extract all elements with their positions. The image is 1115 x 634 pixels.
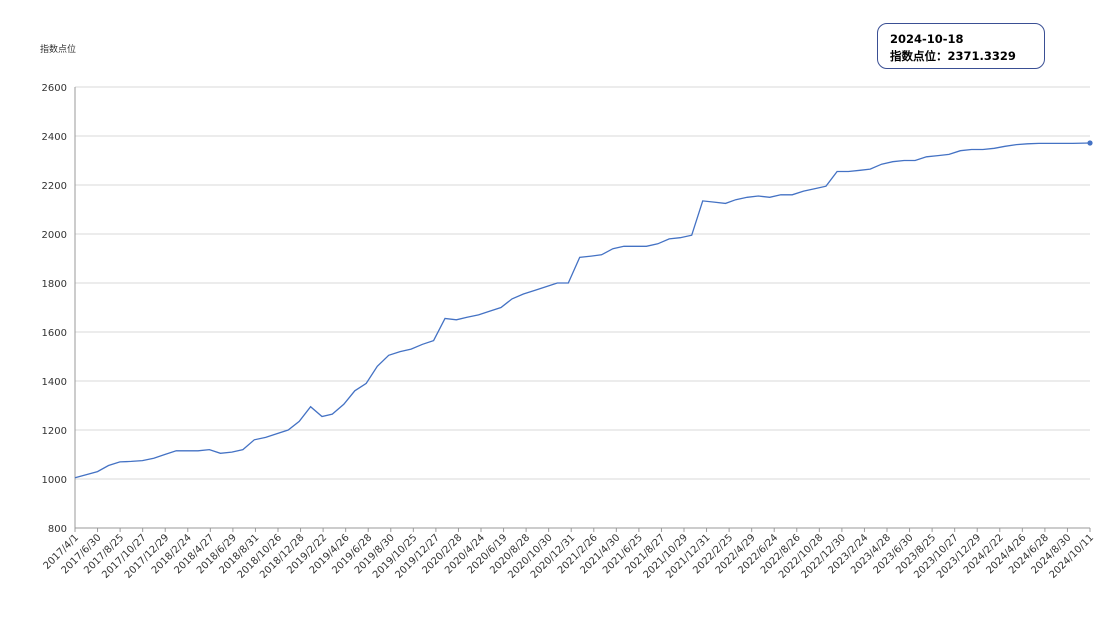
x-axis-ticks: 2017/4/12017/6/302017/8/252017/10/272017… [42,528,1096,581]
y-axis-title: 指数点位 [40,43,76,55]
series-line [74,142,1091,479]
tooltip-value-row: 指数点位：2371.3329 [890,48,1032,65]
y-tick-label: 1800 [42,279,67,290]
y-tick-label: 2000 [42,230,67,241]
tooltip-label: 指数点位： [890,49,948,63]
y-tick-label: 2400 [42,132,67,143]
hover-tooltip: 2024-10-18 指数点位：2371.3329 [877,23,1045,69]
tooltip-value: 2371.3329 [947,49,1016,63]
tooltip-date: 2024-10-18 [890,32,964,46]
y-tick-label: 2600 [42,83,67,94]
gridlines [75,86,1090,480]
y-tick-label: 800 [48,524,67,535]
highlighted-point[interactable] [1087,140,1093,146]
y-tick-label: 1400 [42,377,67,388]
y-tick-label: 1200 [42,426,67,437]
y-axis-ticks: 800 1000 1200 1400 1600 1800 2000 2200 2400 2600 [42,83,67,535]
y-tick-label: 1000 [42,475,67,486]
y-tick-label: 1600 [42,328,67,339]
series-points [1087,140,1093,146]
y-tick-label: 2200 [42,181,67,192]
